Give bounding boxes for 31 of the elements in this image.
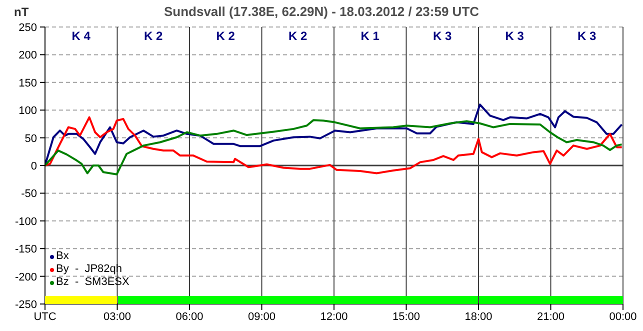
y-tick-label: -200: [14, 271, 37, 284]
x-tick-label: 15:00: [392, 310, 420, 323]
y-tick-label: 200: [18, 50, 37, 62]
y-tick-label: -100: [14, 216, 37, 228]
x-tick-label: 00:00: [609, 310, 637, 323]
annotation: K 4: [72, 29, 91, 43]
x-tick-label: 09:00: [248, 310, 276, 323]
annotation: K 3: [433, 29, 452, 43]
x-tick-label: 03:00: [103, 310, 132, 323]
y-axis-title: nT: [14, 5, 29, 19]
y-tick-label: -250: [14, 299, 37, 311]
annotation: K 2: [288, 29, 308, 43]
x-tick-label: 12:00: [320, 310, 348, 323]
x-tick-label: 21:00: [536, 310, 565, 323]
y-tick-label: 150: [18, 77, 37, 90]
y-tick-label: -50: [21, 188, 37, 200]
annotation: K 3: [505, 29, 524, 43]
y-tick-label: 100: [18, 105, 37, 118]
x-tick-label: UTC: [34, 310, 56, 323]
y-tick-label: 50: [24, 132, 37, 145]
y-tick-label: 0: [30, 160, 37, 172]
x-tick-label: 18:00: [464, 310, 492, 323]
legend-label: Bx: [56, 250, 69, 263]
annotation: K 2: [144, 29, 164, 43]
y-tick-label: -150: [14, 244, 37, 256]
x-tick-label: 06:00: [176, 310, 204, 323]
annotation: K 2: [216, 29, 236, 43]
chart-title: Sundsvall (17.38E, 62.29N) - 18.03.2012 / 23:59 UTC: [164, 4, 480, 19]
annotation: K 3: [578, 29, 597, 43]
y-tick-label: 250: [18, 22, 37, 34]
annotation: K 1: [360, 29, 380, 43]
